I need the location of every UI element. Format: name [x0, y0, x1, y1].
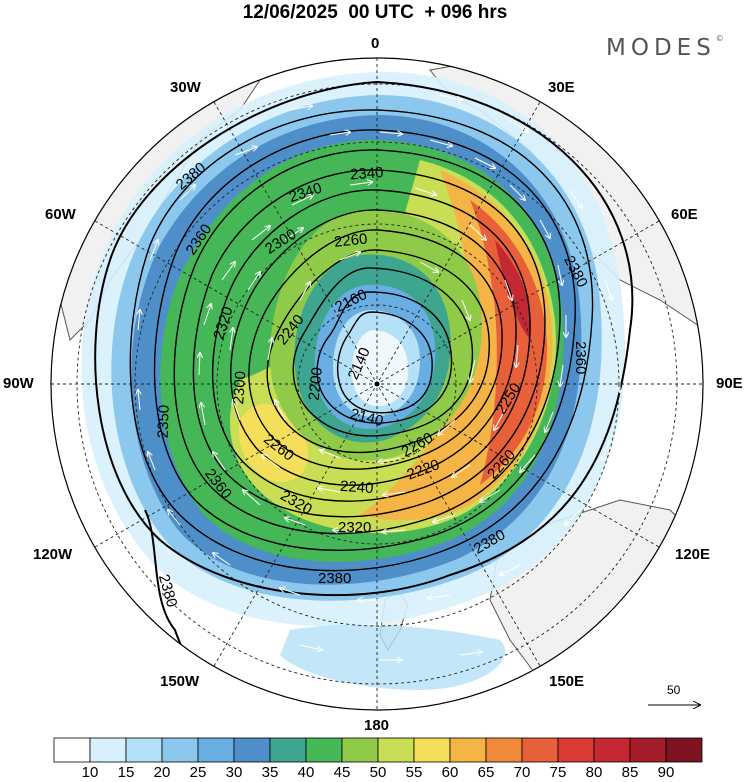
contour-label: 2350	[155, 405, 173, 439]
colorbar-tick-label: 15	[117, 764, 135, 781]
lon-label-30e: 30E	[548, 79, 575, 96]
lon-label-90e: 90E	[716, 375, 743, 392]
lon-label-90w: 90W	[3, 375, 34, 392]
colorbar-tick-label: 70	[513, 764, 531, 781]
shade-75	[470, 200, 548, 485]
lon-label-120w: 120W	[33, 546, 73, 563]
contour-label: 2340	[350, 164, 384, 183]
colorbar-tick-label: 55	[405, 764, 423, 781]
colorbar-swatch	[53, 737, 91, 763]
contour-2200	[292, 267, 474, 437]
contour-label: 2260	[333, 230, 368, 250]
colorbar-swatch	[161, 737, 199, 763]
contour-label: 2240	[339, 478, 373, 497]
colorbar-tick-label: 10	[81, 764, 99, 781]
map-boundary	[50, 57, 704, 711]
colorbar-swatch	[269, 737, 307, 763]
colorbar-swatch	[305, 737, 343, 763]
contour-2160	[316, 291, 453, 424]
contour-label: 2200	[306, 366, 326, 401]
colorbar-tick-label: 85	[621, 764, 639, 781]
contour-2320	[173, 149, 561, 535]
colorbar-tick-label: 30	[225, 764, 243, 781]
colorbar-swatch	[233, 737, 271, 763]
contour-label: 2320	[338, 519, 371, 536]
contour-2140	[336, 311, 433, 414]
copyright-mark: ©	[715, 34, 724, 43]
lon-label-150w: 150W	[160, 673, 200, 690]
contour-2340	[153, 129, 576, 551]
colorbar-swatch	[89, 737, 127, 763]
contour-2220	[266, 249, 490, 454]
lon-label-180: 180	[364, 717, 390, 734]
colorbar-swatch	[449, 737, 487, 763]
colorbar-tick-label: 60	[441, 764, 459, 781]
colorbar-tick-label: 65	[477, 764, 495, 781]
map-title: 12/06/2025 00 UTC + 096 hrs	[242, 2, 508, 23]
shade-core-white	[351, 330, 409, 407]
contour-label: 2300	[230, 370, 249, 404]
contour-label: 2380	[318, 570, 351, 587]
lon-label-120e: 120E	[675, 546, 711, 563]
colorbar-swatch	[485, 737, 523, 763]
lon-label-60w: 60W	[45, 206, 76, 223]
brand-text: MODES	[606, 35, 716, 61]
contour-2300	[192, 169, 546, 518]
colorbar-swatch	[125, 737, 163, 763]
pole-marker	[374, 381, 380, 387]
colorbar-tick-label: 40	[297, 764, 315, 781]
colorbar-swatch	[341, 737, 379, 763]
colorbar-tick-label: 50	[369, 764, 387, 781]
contour-2360	[129, 109, 594, 572]
colorbar-tick-label: 80	[585, 764, 603, 781]
contour-2280	[211, 189, 531, 502]
colorbar-swatch	[593, 737, 631, 763]
colorbar-swatch	[521, 737, 559, 763]
shade-85	[495, 240, 532, 340]
colorbar-tick-label: 25	[189, 764, 207, 781]
colorbar-swatch	[197, 737, 235, 763]
lon-label-60e: 60E	[671, 206, 698, 223]
colorbar-swatch	[413, 737, 451, 763]
colorbar	[53, 737, 703, 763]
reference-vector-label: 50	[667, 683, 681, 697]
wind-vectors	[138, 94, 620, 660]
lon-label-150e: 150E	[549, 673, 585, 690]
shade-band-south	[280, 624, 506, 690]
contour-label: 2360	[572, 341, 589, 374]
colorbar-tick-label: 35	[261, 764, 279, 781]
map-disc	[51, 58, 703, 710]
colorbar-swatch	[557, 737, 595, 763]
colorbar-tick-label: 20	[153, 764, 171, 781]
wind-speed-shading	[81, 71, 626, 690]
colorbar-swatch	[377, 737, 415, 763]
lon-label-30w: 30W	[170, 79, 201, 96]
lon-label-0: 0	[371, 35, 380, 52]
contour-2240	[248, 229, 503, 470]
shade-55-left	[239, 403, 309, 482]
contour-2380	[94, 80, 634, 597]
colorbar-tick-label: 90	[657, 764, 675, 781]
colorbar-swatch	[629, 737, 667, 763]
brand-logo: MODES©	[606, 34, 724, 61]
colorbar-tick-label: 75	[549, 764, 567, 781]
colorbar-tick-label: 45	[333, 764, 351, 781]
colorbar-swatch	[665, 737, 703, 763]
